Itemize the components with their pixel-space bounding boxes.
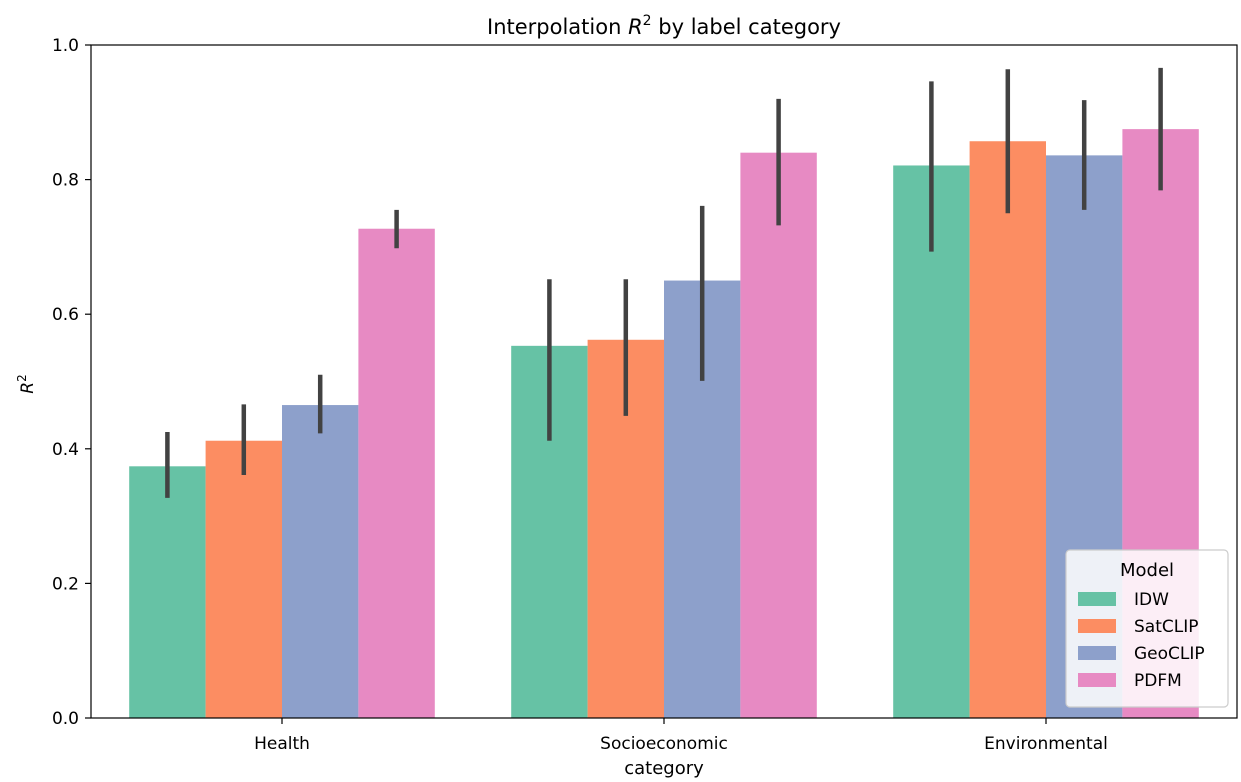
y-tick-label: 0.6: [52, 305, 79, 325]
y-axis-label-var: R: [18, 382, 38, 394]
legend-swatch-idw: [1078, 592, 1116, 606]
axes-layer: Health Socioeconomic Environmental 0.0 0.2 0.…: [52, 36, 1238, 754]
legend-swatch-geoclip: [1078, 646, 1116, 660]
legend-swatch-satclip: [1078, 619, 1116, 633]
legend-swatch-pdfm: [1078, 673, 1116, 687]
y-tick-label: 0.8: [52, 171, 79, 191]
bar-idw-health: [129, 466, 206, 718]
bar-geoclip-health: [282, 405, 359, 718]
error-bars-layer: [165, 67, 1163, 498]
y-tick-label: 0.4: [52, 440, 79, 460]
legend-frame: [1065, 549, 1229, 708]
bars-layer: [129, 129, 1199, 719]
x-tick-label: Health: [254, 734, 310, 754]
y-tick-label: 1.0: [52, 36, 79, 56]
title-main: Interpolation: [487, 15, 628, 39]
legend-label-satclip: SatCLIP: [1134, 617, 1198, 637]
legend-label-geoclip: GeoCLIP: [1134, 644, 1205, 664]
y-tick-label: 0.0: [52, 709, 79, 729]
x-tick-label: Socioeconomic: [600, 734, 728, 754]
title-var: R: [628, 15, 643, 39]
x-axis-label: category: [624, 758, 704, 779]
plot-frame: [90, 44, 1238, 719]
legend-label-pdfm: PDFM: [1134, 671, 1182, 691]
bar-satclip-health: [205, 440, 282, 718]
legend-title: Model: [1120, 560, 1174, 581]
y-axis-label-sup: 2: [15, 374, 29, 382]
bar-pdfm-socioeconomic: [740, 152, 817, 718]
legend: Model IDW SatCLIP GeoCLIP PDFM: [1065, 549, 1229, 708]
title-rest: by label category: [652, 15, 841, 39]
title-sup: 2: [643, 13, 652, 29]
legend-label-idw: IDW: [1134, 590, 1169, 610]
bar-satclip-environmental: [969, 141, 1046, 718]
bar-idw-environmental: [893, 165, 970, 719]
y-axis-label: R2: [15, 374, 38, 393]
bar-pdfm-health: [358, 228, 435, 718]
y-tick-label: 0.2: [52, 574, 79, 594]
chart-title: Interpolation R2 by label category: [487, 13, 841, 39]
x-tick-label: Environmental: [984, 734, 1108, 754]
